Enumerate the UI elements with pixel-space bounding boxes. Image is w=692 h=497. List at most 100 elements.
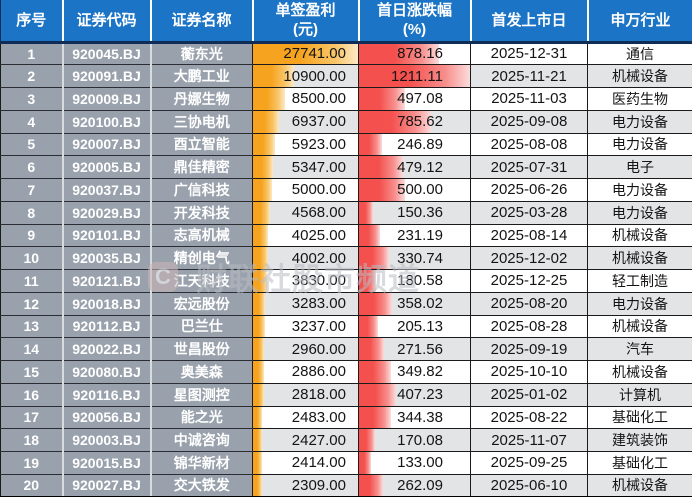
profit-databar: [253, 65, 295, 87]
table-row: 9 920101.BJ 志高机械 4025.00 231.19 2025-08-14 机械设…: [0, 223, 692, 248]
column-header-pct: 首日涨跌幅 (%): [357, 0, 471, 44]
profit-cell: 6937.00: [252, 109, 359, 134]
code-cell: 920091.BJ: [61, 64, 151, 88]
profit-value: 3830.00: [291, 272, 346, 290]
profit-value: 8500.00: [291, 90, 346, 108]
pct-databar: [359, 429, 375, 451]
seq-cell: 16: [0, 382, 63, 407]
profit-cell: 4002.00: [252, 246, 359, 270]
table-row: 5 920007.BJ 酉立智能 5923.00 246.89 2025-08-08 电力设…: [0, 132, 692, 157]
industry-cell: 机械设备: [587, 246, 692, 270]
pct-databar: [359, 111, 432, 133]
code-cell: 920121.BJ: [61, 269, 151, 293]
pct-databar: [359, 406, 391, 428]
date-cell: 2025-08-20: [470, 291, 588, 316]
pct-value: 133.00: [397, 454, 443, 472]
profit-cell: 2309.00: [252, 473, 359, 497]
code-cell: 920035.BJ: [61, 246, 151, 270]
column-header-name: 证券名称: [149, 0, 253, 44]
profit-value: 6937.00: [291, 113, 346, 131]
profit-databar: [253, 361, 264, 383]
industry-cell: 汽车: [587, 337, 692, 361]
profit-databar: [253, 406, 263, 428]
industry-cell: 基础化工: [587, 451, 692, 475]
pct-value: 150.36: [397, 204, 443, 222]
profit-databar: [253, 88, 286, 110]
code-cell: 920018.BJ: [61, 291, 151, 316]
pct-value: 785.62: [397, 113, 443, 131]
pct-value: 878.16: [397, 45, 443, 63]
pct-databar: [359, 338, 384, 360]
name-cell: 志高机械: [149, 223, 253, 248]
table-row: 13 920112.BJ 巴兰仕 3237.00 205.13 2025-08-28 机械设…: [0, 314, 692, 339]
pct-databar: [359, 43, 440, 64]
pct-cell: 358.02: [358, 291, 471, 316]
table-row: 1 920045.BJ 蘅东光 27741.00 878.16 2025-12-31 通信: [0, 41, 692, 66]
date-cell: 2025-08-22: [470, 405, 588, 430]
profit-databar: [253, 156, 274, 178]
date-cell: 2025-08-08: [470, 132, 588, 157]
code-cell: 920045.BJ: [61, 41, 151, 66]
table-row: 7 920037.BJ 广信科技 5000.00 500.00 2025-06-26 电力设…: [0, 178, 692, 202]
pct-databar: [359, 475, 383, 496]
column-header-profit: 单签盈利 (元): [251, 0, 359, 44]
industry-cell: 轻工制造: [587, 269, 692, 293]
pct-value: 344.38: [397, 408, 443, 426]
profit-cell: 3237.00: [252, 314, 359, 339]
profit-cell: 2483.00: [252, 405, 359, 430]
pct-value: 231.19: [397, 226, 443, 244]
industry-cell: 建筑装饰: [587, 428, 692, 452]
profit-databar: [253, 111, 280, 133]
industry-cell: 机械设备: [587, 314, 692, 339]
industry-cell: 电力设备: [587, 178, 692, 202]
profit-cell: 3283.00: [252, 291, 359, 316]
profit-value: 4025.00: [291, 226, 346, 244]
column-header-date: 首发上市日: [469, 0, 588, 44]
code-cell: 920022.BJ: [61, 337, 151, 361]
table-row: 4 920100.BJ 三协电机 6937.00 785.62 2025-09-08 电力设…: [0, 109, 692, 134]
date-cell: 2025-09-08: [470, 109, 588, 134]
table-row: 16 920116.BJ 星图测控 2818.00 407.23 2025-01-02 计算…: [0, 382, 692, 407]
name-cell: 能之光: [149, 405, 253, 430]
name-cell: 交大铁发: [149, 473, 253, 497]
profit-cell: 2886.00: [252, 360, 359, 384]
code-cell: 920080.BJ: [61, 360, 151, 384]
pct-cell: 205.13: [358, 314, 471, 339]
name-cell: 巴兰仕: [149, 314, 253, 339]
industry-cell: 计算机: [587, 382, 692, 407]
industry-cell: 电力设备: [587, 200, 692, 225]
date-cell: 2025-08-14: [470, 223, 588, 248]
table-row: 3 920009.BJ 丹娜生物 8500.00 497.08 2025-11-03 医药生…: [0, 87, 692, 111]
seq-cell: 6: [0, 155, 63, 179]
pct-value: 271.56: [397, 340, 443, 358]
pct-databar: [359, 315, 378, 337]
date-cell: 2025-11-03: [470, 87, 588, 111]
industry-cell: 机械设备: [587, 223, 692, 248]
profit-value: 2818.00: [291, 386, 346, 404]
profit-databar: [253, 293, 266, 315]
profit-databar: [253, 270, 268, 292]
pct-cell: 407.23: [358, 382, 471, 407]
profit-value: 2483.00: [291, 408, 346, 426]
profit-databar: [253, 247, 269, 269]
profit-databar: [253, 315, 266, 337]
pct-databar: [359, 384, 397, 406]
pct-value: 407.23: [397, 386, 443, 404]
date-cell: 2025-10-10: [470, 360, 588, 384]
table-row: 17 920056.BJ 能之光 2483.00 344.38 2025-08-22 基础化…: [0, 405, 692, 430]
seq-cell: 10: [0, 246, 63, 270]
pct-cell: 330.74: [358, 246, 471, 270]
code-cell: 920056.BJ: [61, 405, 151, 430]
header-row: 序号 证券代码 证券名称 单签盈利 (元) 首日涨跌幅 (%) 首发上市日 申万行业: [0, 0, 692, 44]
industry-cell: 机械设备: [587, 360, 692, 384]
pct-value: 500.00: [397, 181, 443, 199]
pct-value: 479.12: [397, 158, 443, 176]
table-header: 序号 证券代码 证券名称 单签盈利 (元) 首日涨跌幅 (%) 首发上市日 申万行业: [0, 0, 692, 44]
profit-cell: 8500.00: [252, 87, 359, 111]
date-cell: 2025-11-07: [470, 428, 588, 452]
seq-cell: 5: [0, 132, 63, 157]
profit-value: 5000.00: [291, 181, 346, 199]
code-cell: 920027.BJ: [61, 473, 151, 497]
code-cell: 920101.BJ: [61, 223, 151, 248]
table-row: 20 920027.BJ 交大铁发 2309.00 262.09 2025-06-10 机械…: [0, 473, 692, 497]
